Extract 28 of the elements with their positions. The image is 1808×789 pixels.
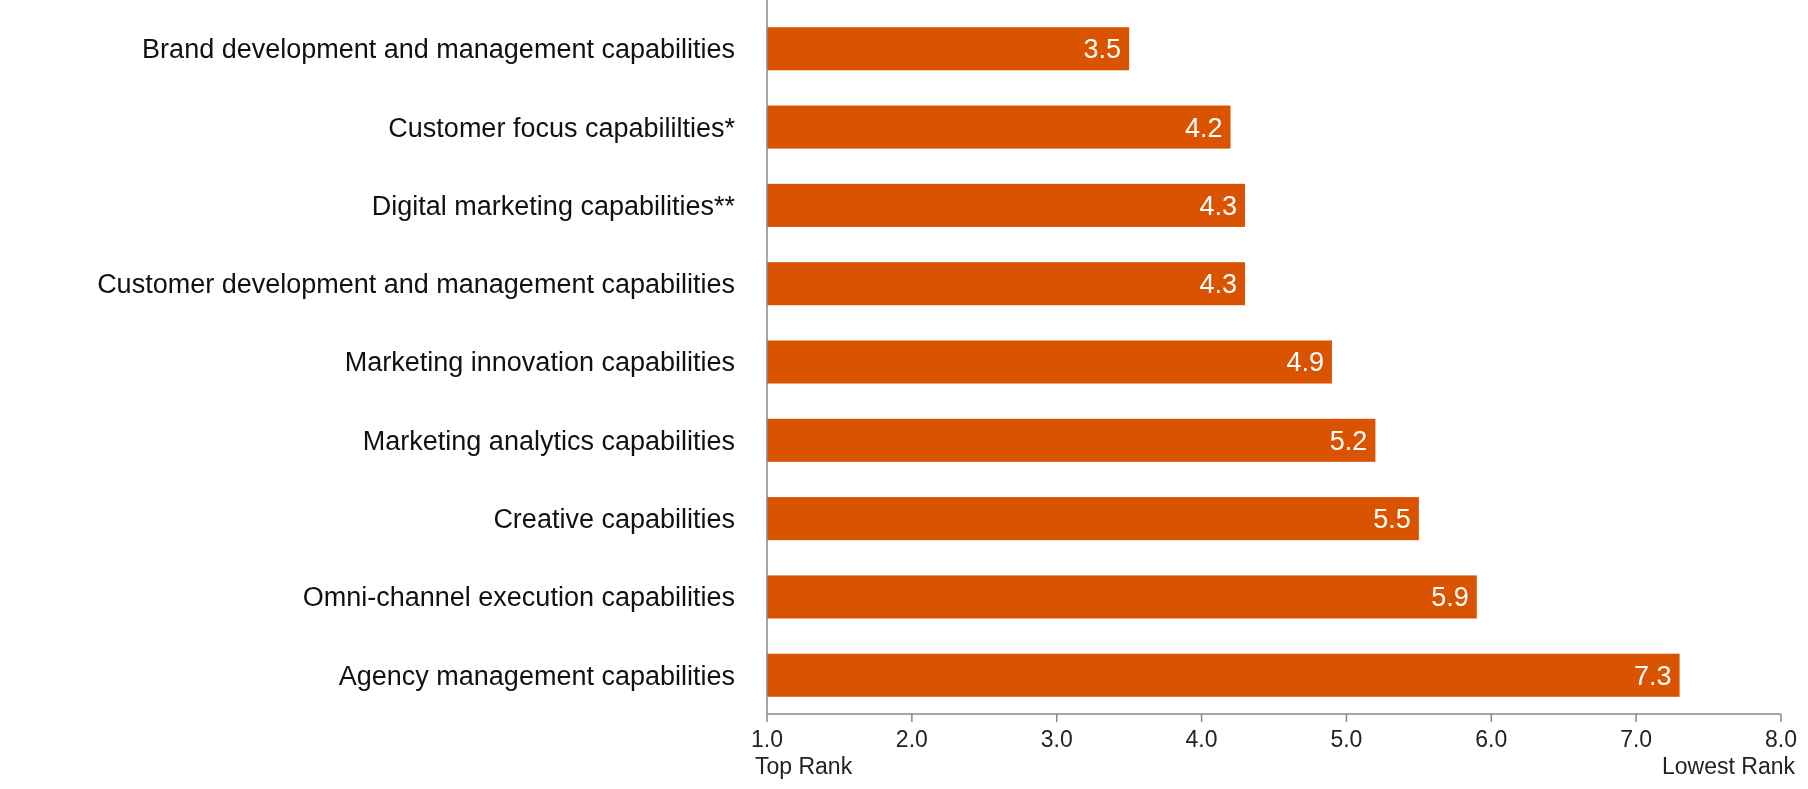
x-tick-label: 8.0 [1765, 726, 1797, 752]
y-tick-label: Brand development and management capabilities [142, 34, 735, 65]
y-tick-label: Customer development and management capabilities [97, 269, 735, 300]
y-tick-label: Marketing innovation capabilities [344, 347, 735, 378]
data-label: 5.2 [1329, 425, 1368, 456]
y-tick-label: Omni-channel execution capabilities [302, 582, 735, 613]
y-tick-label: Digital marketing capabilities** [371, 190, 736, 221]
text: Top Rank [755, 753, 853, 779]
data-label: 7.3 [1634, 660, 1672, 691]
y-tick-label: Agency management capabilities [338, 660, 735, 691]
data-label: 4.9 [1286, 347, 1324, 378]
data-label: 4.2 [1185, 112, 1223, 143]
x-tick-label: 2.0 [895, 726, 928, 752]
data-label: 4.3 [1199, 190, 1238, 221]
y-tick-label: Marketing analytics capabilities [362, 425, 735, 456]
y-tick-label: Customer focus capabililties* [388, 112, 736, 143]
x-tick-label: 3.0 [1040, 726, 1073, 752]
text: Lowest Rank [1662, 753, 1796, 779]
y-tick-label: Creative capabilities [493, 504, 735, 535]
data-label: 5.9 [1431, 582, 1469, 613]
data-label: 3.5 [1083, 34, 1122, 65]
x-tick-label: 5.0 [1330, 726, 1363, 752]
x-tick-label: 6.0 [1475, 726, 1508, 752]
x-tick-label: 1.0 [751, 726, 783, 752]
x-tick-label: 4.0 [1185, 726, 1218, 752]
x-tick-label: 7.0 [1620, 726, 1653, 752]
data-label: 5.5 [1373, 504, 1411, 535]
data-label: 4.3 [1199, 269, 1238, 300]
